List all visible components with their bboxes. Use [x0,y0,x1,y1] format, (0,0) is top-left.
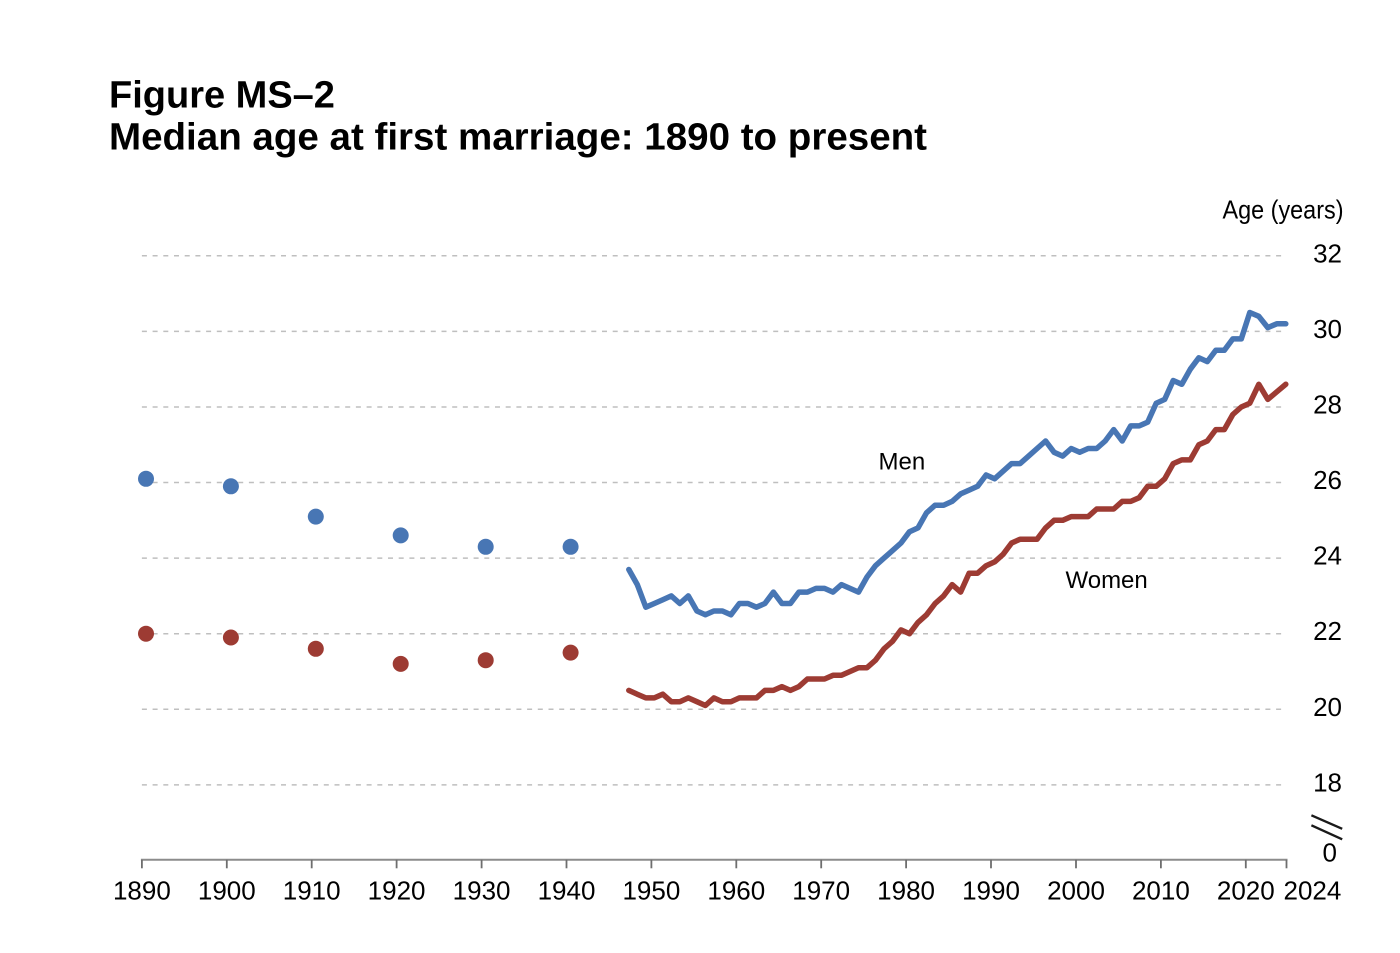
svg-text:Median age at first marriage:: Median age at first marriage: 1890 to pr… [109,117,927,159]
svg-text:1980: 1980 [877,875,935,905]
svg-text:2000: 2000 [1047,875,1105,905]
svg-text:1990: 1990 [962,875,1020,905]
svg-text:24: 24 [1313,541,1342,571]
svg-text:Age (years): Age (years) [1223,195,1344,225]
svg-text:26: 26 [1313,465,1342,495]
svg-text:1930: 1930 [453,875,511,905]
svg-text:Men: Men [879,449,926,476]
svg-text:28: 28 [1313,390,1342,420]
svg-text:1920: 1920 [368,875,426,905]
svg-text:32: 32 [1313,238,1342,268]
svg-text:30: 30 [1313,314,1342,344]
svg-text:1960: 1960 [707,875,765,905]
svg-text:2024: 2024 [1284,875,1342,905]
svg-text:1890: 1890 [113,875,171,905]
svg-text:Figure MS–2: Figure MS–2 [109,75,335,117]
svg-text:22: 22 [1313,616,1342,646]
svg-text:1940: 1940 [538,875,596,905]
svg-text:Women: Women [1066,567,1148,594]
svg-text:1910: 1910 [283,875,341,905]
svg-text:2020: 2020 [1217,875,1275,905]
svg-text:1970: 1970 [792,875,850,905]
svg-text:1950: 1950 [622,875,680,905]
svg-text:18: 18 [1313,767,1342,797]
svg-text:2010: 2010 [1132,875,1190,905]
svg-text:1900: 1900 [198,875,256,905]
svg-text:0: 0 [1323,838,1337,868]
svg-text:20: 20 [1313,692,1342,722]
